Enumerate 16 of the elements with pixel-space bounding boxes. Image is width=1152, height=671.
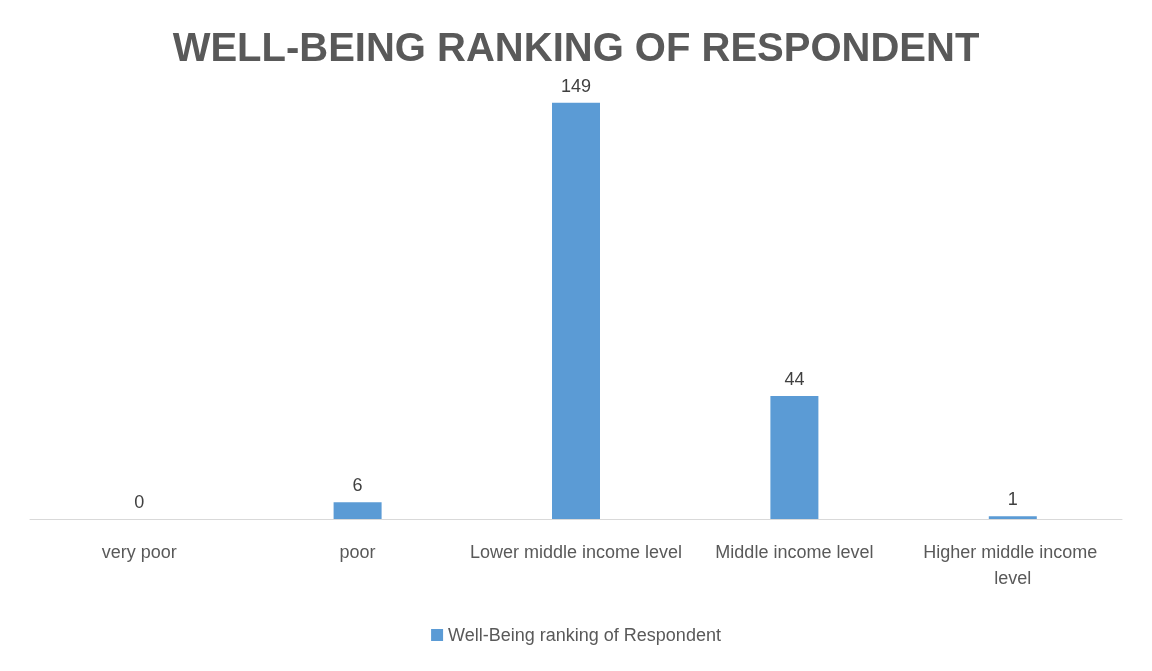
data-label: 0 [134,492,145,512]
bar [988,516,1037,519]
x-tick-label: Middle income level [715,542,874,562]
x-tick-label: very poor [101,542,177,562]
legend-label: Well-Being ranking of Respondent [448,625,721,645]
bar [333,502,382,519]
data-label: 1 [1007,489,1018,510]
data-label: 149 [560,75,592,96]
bar [770,396,819,519]
x-tick-label: poor [339,542,376,562]
bar [552,102,600,519]
x-tick-label: Lower middle income level [469,542,683,562]
data-label: 6 [352,475,363,496]
chart-title: WELL-BEING RANKING OF RESPONDENT [172,25,980,69]
x-tick-label: Higher middle income level [923,542,1103,588]
data-label: 44 [784,369,805,390]
